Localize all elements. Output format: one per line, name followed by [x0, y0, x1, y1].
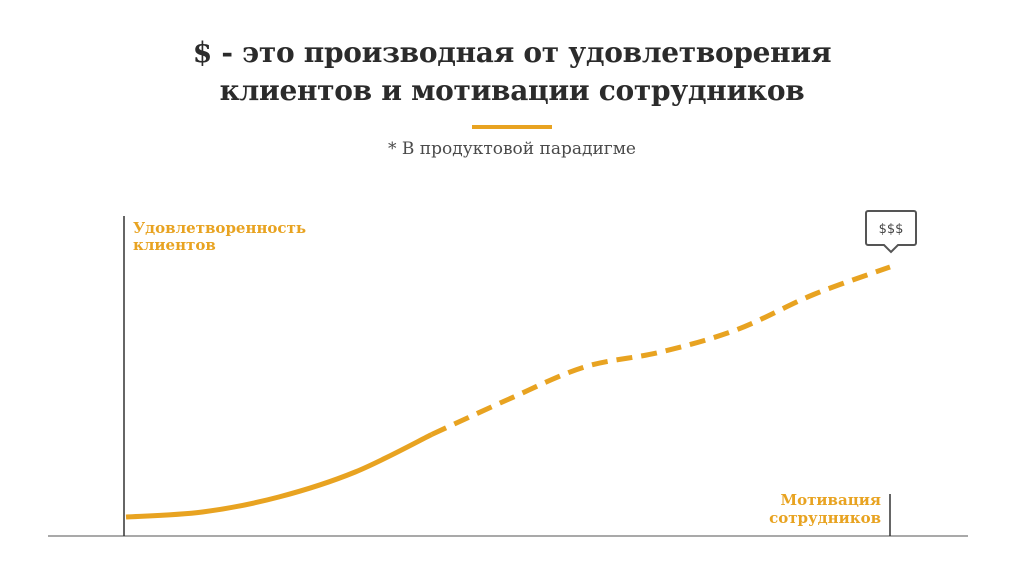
slide-subtitle: * В продуктовой парадигме	[388, 139, 636, 159]
title-underline	[472, 125, 552, 129]
y-axis-label-line-1: Удовлетворенность	[133, 219, 307, 237]
x-axis-label: Мотивация сотрудников	[769, 491, 881, 527]
series-solid-line	[125, 432, 433, 520]
series-layer	[125, 264, 891, 520]
slide-title-line-1: $ - это производная от удовлетворения	[192, 36, 832, 69]
x-axis-label-line-1: Мотивация	[780, 491, 881, 509]
slide-title-line-2: клиентов и мотивации сотрудников	[219, 74, 805, 107]
speech-bubble-icon	[865, 210, 917, 254]
series-dashed-line	[430, 264, 891, 437]
y-axis-label: Удовлетворенность клиентов	[133, 220, 306, 254]
slide-title: $ - это производная от удовлетворения кл…	[0, 34, 1024, 110]
money-annotation: $$$	[879, 222, 904, 237]
y-axis-label-line-2: клиентов	[133, 236, 216, 254]
money-bubble: $$$	[865, 210, 917, 254]
x-axis-label-line-2: сотрудников	[769, 509, 881, 527]
